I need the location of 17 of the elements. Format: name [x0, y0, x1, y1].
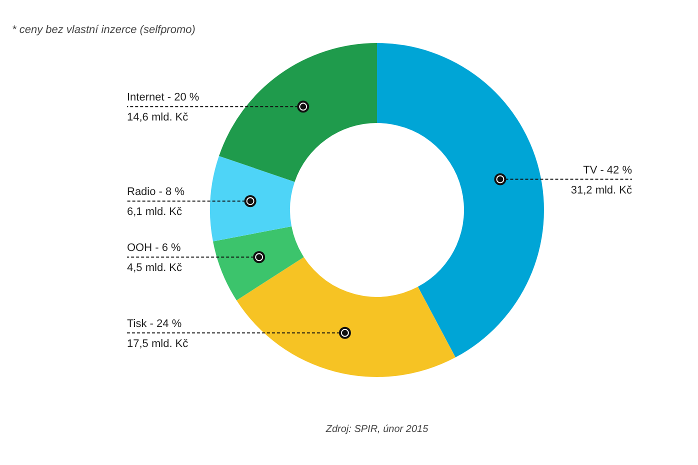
donut-slice — [377, 43, 544, 358]
data-label: 6,1 mld. Kč — [127, 206, 183, 218]
slice-label: TV - 42 % — [583, 164, 632, 176]
donut-slice — [212, 226, 304, 300]
data-label: 17,5 mld. Kč — [127, 338, 189, 350]
slice-label: Internet - 20 % — [127, 92, 200, 104]
data-label: 14,6 mld. Kč — [127, 112, 189, 124]
data-label: 4,5 mld. Kč — [127, 262, 183, 274]
data-label: 31,2 mld. Kč — [570, 184, 632, 196]
slice-label: Tisk - 24 % — [127, 318, 182, 330]
text: Zdroj: SPIR, únor 2015 — [324, 424, 429, 435]
slice-label: OOH - 6 % — [127, 242, 182, 254]
donut-slice — [210, 156, 295, 242]
donut-slice — [236, 257, 456, 377]
slice-label: Radio - 8 % — [127, 186, 185, 198]
text: * ceny bez vlastní inzerce (selfpromo) — [12, 24, 196, 36]
donut-slice — [218, 43, 377, 182]
